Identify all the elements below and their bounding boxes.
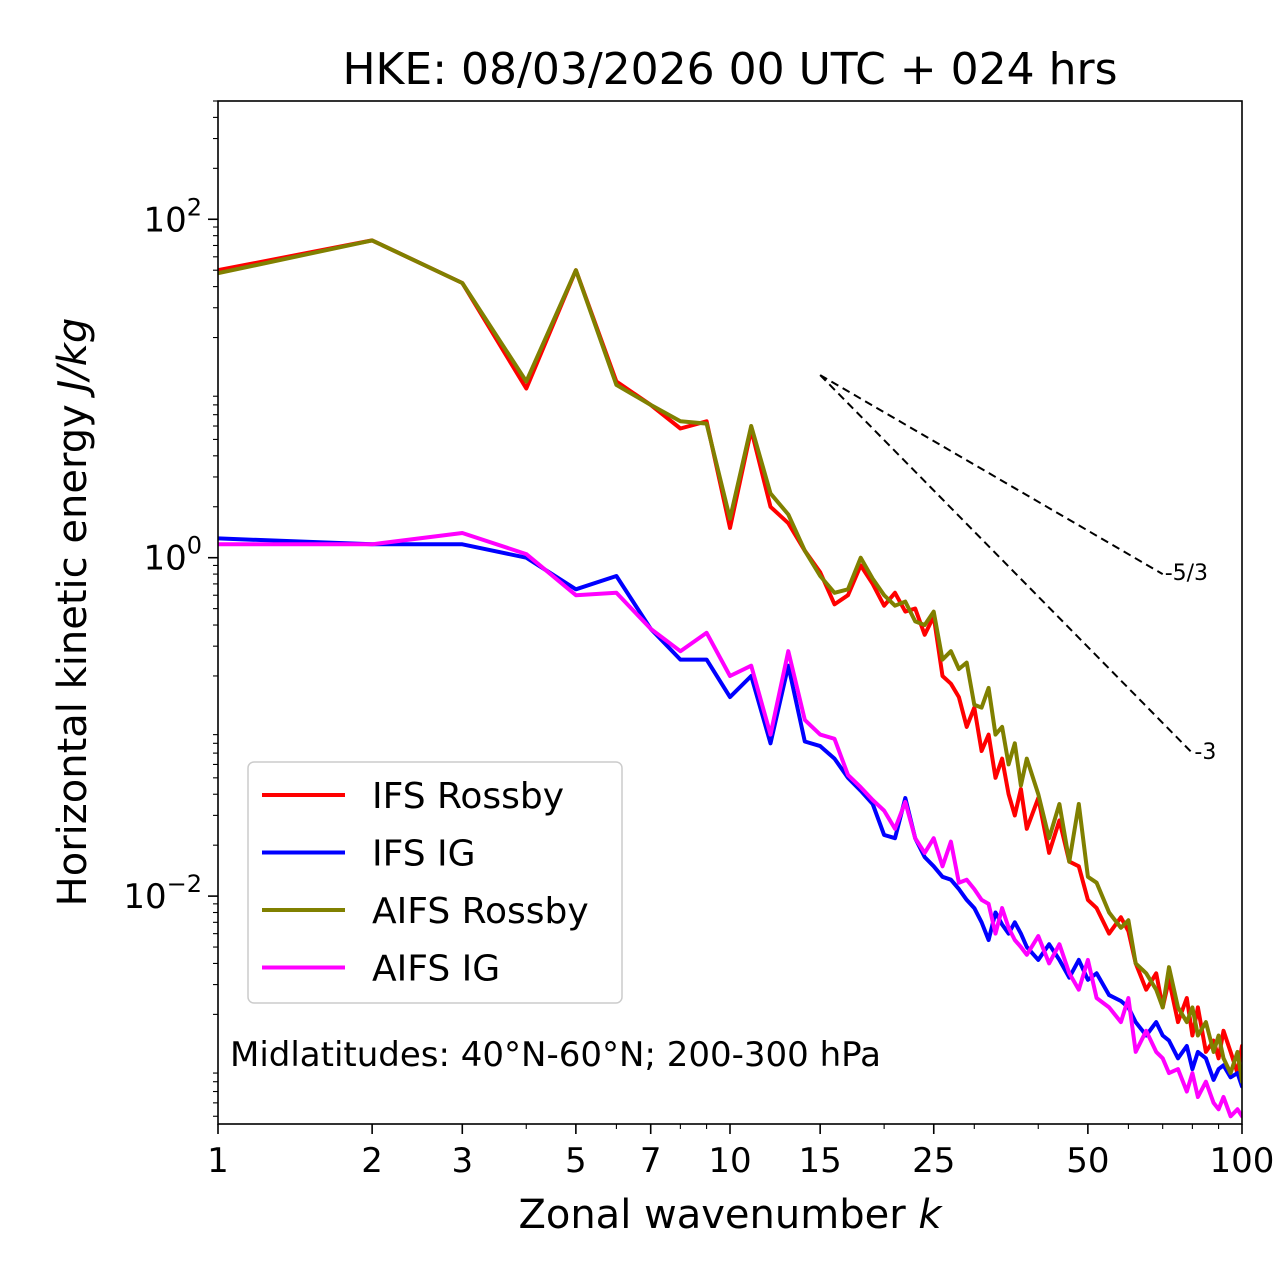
x-tick-label: 50: [1066, 1141, 1109, 1181]
x-tick-label: 100: [1210, 1141, 1275, 1181]
legend-entry-ifs-rossby-label: IFS Rossby: [372, 776, 564, 817]
series-line-ifs-rossby: [218, 238, 1242, 1076]
y-tick-label: 10−2: [123, 870, 202, 917]
x-tick-label: 3: [451, 1141, 473, 1181]
legend-frame: [247, 761, 623, 1004]
x-tick-label: 10: [708, 1141, 751, 1181]
x-axis-label: Zonal wavenumber k: [518, 1192, 943, 1238]
legend-entry-aifs-rossby-label: AIFS Rossby: [372, 891, 589, 932]
x-tick-label: 15: [799, 1141, 842, 1181]
x-tick-label: 1: [207, 1141, 229, 1181]
y-axis-label: Horizontal kinetic energy J/kg: [50, 318, 96, 907]
y-tick-label: 100: [143, 532, 202, 579]
x-tick-label: 2: [361, 1141, 383, 1181]
reference-slope-line: [819, 374, 1164, 575]
reference-slope-label: -3: [1194, 740, 1216, 765]
series-line-aifs-rossby: [218, 238, 1242, 1084]
x-tick-label: 7: [640, 1141, 662, 1181]
x-tick-label: 5: [565, 1141, 587, 1181]
chart-title: HKE: 08/03/2026 00 UTC + 024 hrs: [342, 44, 1117, 95]
region-annotation: Midlatitudes: 40°N-60°N; 200-300 hPa: [230, 1035, 881, 1075]
legend-entry-ifs-ig-label: IFS IG: [372, 834, 476, 875]
y-tick-label: 102: [143, 193, 202, 240]
legend: IFS Rossby IFS IG AIFS Rossby AIFS IG: [247, 761, 623, 1004]
legend-entry-aifs-ig-label: AIFS IG: [372, 949, 500, 990]
series-line-aifs-ig: [218, 531, 1242, 1119]
reference-slope-line: [819, 374, 1194, 754]
x-tick-label: 25: [912, 1141, 955, 1181]
reference-slope-label: -5/3: [1165, 561, 1208, 586]
